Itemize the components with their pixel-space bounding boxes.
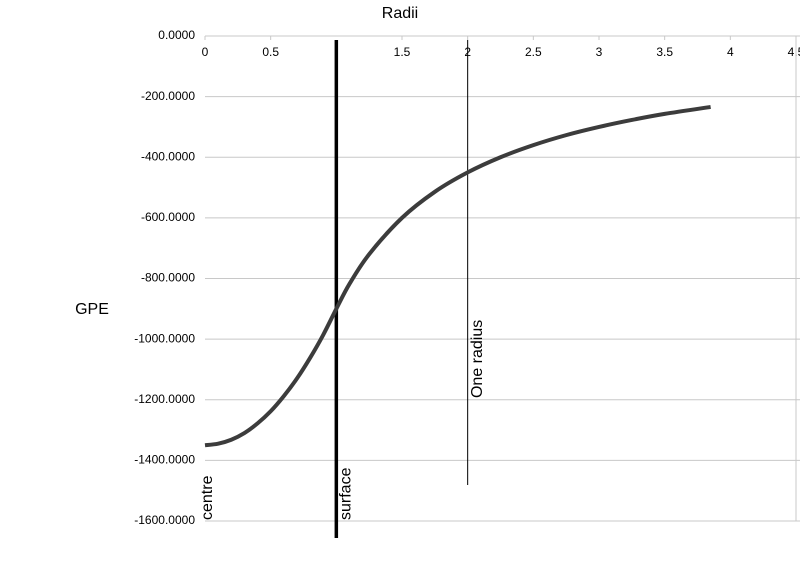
y-tick-label: -1200.0000	[134, 392, 195, 406]
y-tick-label: 0.0000	[158, 28, 195, 42]
y-tick-label: -1600.0000	[134, 513, 195, 527]
annotation-label: One radius	[469, 320, 486, 398]
x-tick-label: 0.5	[262, 45, 279, 59]
x-tick-label: 1.5	[394, 45, 411, 59]
x-tick-label: 0	[202, 45, 209, 59]
y-axis-title: GPE	[75, 301, 109, 318]
y-tick-label: -1400.0000	[134, 453, 195, 467]
x-tick-label: 4.5	[788, 45, 800, 59]
x-tick-label: 3	[596, 45, 603, 59]
y-tick-label: -1000.0000	[134, 331, 195, 345]
y-tick-label: -400.0000	[141, 149, 195, 163]
y-tick-label: -200.0000	[141, 89, 195, 103]
data-line	[204, 104, 711, 448]
annotation-label: surface	[338, 467, 355, 520]
x-axis-title: Radii	[382, 5, 418, 22]
x-tick-label: 2.5	[525, 45, 542, 59]
annotation-label: centre	[199, 475, 216, 520]
y-tick-label: -600.0000	[141, 210, 195, 224]
y-tick-label: -800.0000	[141, 271, 195, 285]
x-tick-label: 4	[727, 45, 734, 59]
x-tick-label: 3.5	[656, 45, 673, 59]
